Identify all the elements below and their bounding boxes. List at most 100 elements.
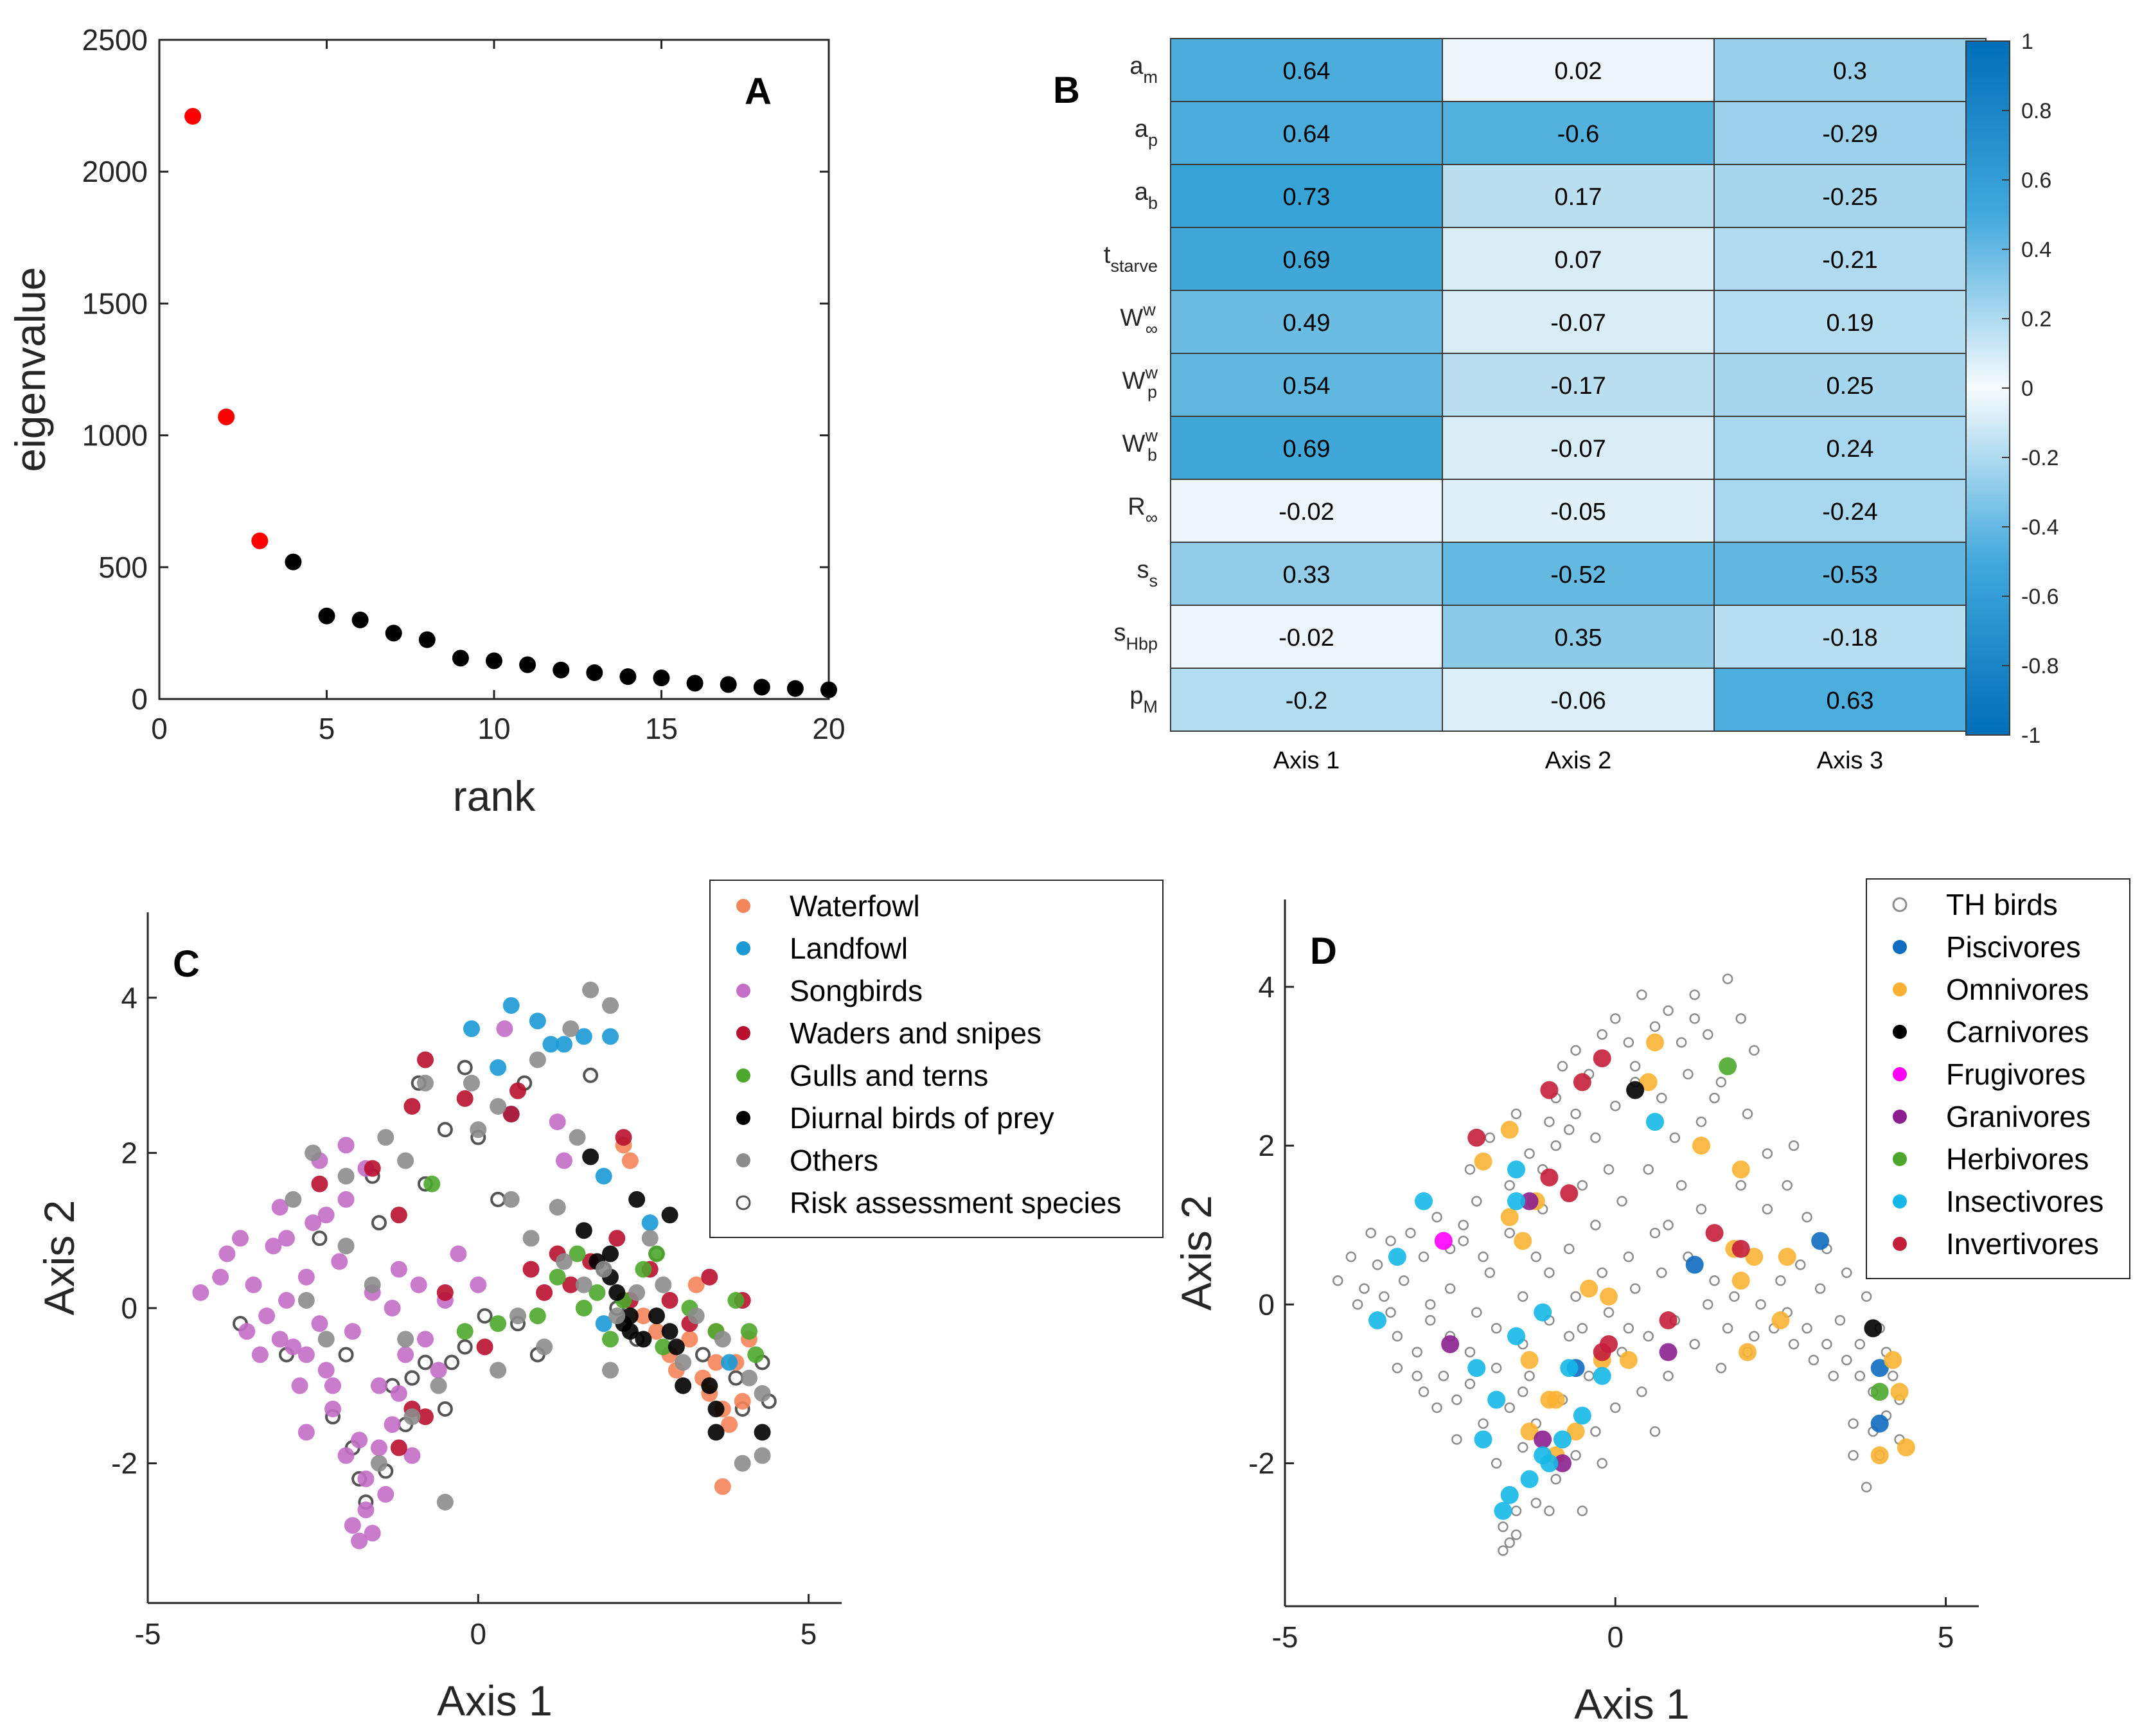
- data-point: [1639, 1073, 1658, 1092]
- data-point-open: [1557, 1061, 1568, 1072]
- data-point: [1566, 1422, 1585, 1441]
- data-point: [582, 1148, 599, 1165]
- x-tick-label: 5: [801, 1617, 817, 1651]
- data-point-open: [1623, 1251, 1634, 1262]
- data-point: [1745, 1248, 1764, 1266]
- data-point-open: [1405, 1227, 1416, 1239]
- data-point: [324, 1377, 341, 1394]
- data-point: [1593, 1367, 1611, 1385]
- data-point: [390, 1439, 407, 1457]
- data-point: [1626, 1081, 1645, 1099]
- data-point-open: [1498, 1545, 1509, 1556]
- data-point: [502, 996, 520, 1014]
- data-point: [675, 1354, 692, 1371]
- data-point-open: [1478, 1251, 1489, 1262]
- cell-value: -0.29: [1822, 121, 1878, 148]
- data-point-open: [1352, 1299, 1363, 1310]
- heatmap-cell: [1442, 290, 1715, 354]
- y-axis-label: Axis 2: [1173, 1195, 1220, 1311]
- data-point-open: [1365, 1227, 1376, 1239]
- data-point-open: [1425, 1299, 1436, 1310]
- data-point-open: [1722, 973, 1733, 984]
- y-tick-label: 0: [121, 1291, 137, 1325]
- x-tick-label: 15: [645, 712, 678, 745]
- data-point-open: [1504, 1227, 1515, 1239]
- data-point: [575, 1300, 592, 1317]
- data-point: [641, 1214, 659, 1232]
- data-point: [1534, 1303, 1552, 1322]
- data-point: [317, 1331, 335, 1348]
- data-point: [317, 1207, 335, 1224]
- data-point: [1500, 1208, 1519, 1227]
- heatmap-cell: [1170, 668, 1443, 732]
- data-point: [1870, 1446, 1889, 1465]
- data-point: [1520, 1192, 1539, 1210]
- data-point: [661, 1207, 678, 1224]
- data-point: [502, 1191, 520, 1208]
- data-point: [377, 1485, 394, 1503]
- data-point-open: [1722, 1323, 1733, 1334]
- eigenvalue-point: [753, 678, 770, 696]
- data-point-open: [1788, 1338, 1800, 1350]
- data-point: [1864, 1319, 1882, 1338]
- heatmap-cell: [1713, 542, 1987, 606]
- data-point-open: [1564, 1124, 1575, 1135]
- data-point-open: [1458, 1219, 1469, 1230]
- data-point: [337, 1447, 355, 1464]
- data-point-open: [1861, 1482, 1872, 1492]
- row-label: Ww ∞: [1120, 300, 1158, 339]
- data-point: [1494, 1501, 1512, 1520]
- data-point-open: [1577, 1505, 1588, 1516]
- data-point: [536, 1338, 553, 1356]
- data-point: [337, 1137, 355, 1154]
- data-point: [1778, 1248, 1796, 1266]
- data-point: [1593, 1049, 1611, 1068]
- eigenvalue-point: [586, 664, 603, 681]
- data-point: [1685, 1255, 1704, 1274]
- data-point: [436, 1493, 454, 1510]
- data-point: [212, 1268, 229, 1286]
- row-label: sHbp: [1113, 619, 1158, 653]
- data-point-open: [1530, 1498, 1542, 1509]
- colorbar-tick-label: 0.6: [2021, 168, 2051, 193]
- data-point: [291, 1377, 308, 1394]
- data-point-open: [1861, 1291, 1872, 1302]
- y-tick-label: 1000: [82, 419, 148, 452]
- y-tick-label: 4: [1258, 970, 1275, 1004]
- data-point: [575, 1276, 592, 1293]
- x-tick-label: -5: [1272, 1620, 1298, 1654]
- data-point: [687, 1276, 705, 1293]
- data-point: [1534, 1446, 1552, 1465]
- data-point-open: [437, 1122, 453, 1138]
- column-label: Axis 1: [1273, 747, 1340, 774]
- legend-label: Omnivores: [1946, 973, 2089, 1006]
- x-axis-label: Axis 1: [1574, 1680, 1690, 1728]
- data-point: [509, 1307, 526, 1325]
- cell-value: -0.06: [1550, 687, 1606, 714]
- data-point-open: [1431, 1402, 1442, 1413]
- cell-value: 0.3: [1833, 58, 1867, 85]
- data-point: [271, 1331, 288, 1348]
- cell-value: 0.24: [1827, 436, 1874, 463]
- data-point-open: [444, 1354, 460, 1370]
- legend-label: Piscivores: [1946, 930, 2081, 964]
- data-point: [1897, 1438, 1915, 1457]
- data-point-open: [1412, 1347, 1422, 1358]
- colorbar-tick-label: 0: [2021, 376, 2033, 401]
- data-point-open: [1458, 1236, 1469, 1246]
- data-point-open: [583, 1067, 599, 1083]
- data-point: [687, 1307, 705, 1325]
- data-point-open: [1834, 1315, 1846, 1326]
- data-point: [463, 1020, 480, 1038]
- legend-marker: [736, 1111, 750, 1125]
- data-point-open: [1484, 1267, 1496, 1279]
- data-point: [245, 1276, 262, 1293]
- data-point: [1646, 1113, 1664, 1131]
- data-point-open: [1564, 1331, 1575, 1342]
- data-point-open: [1715, 1362, 1727, 1374]
- data-point-open: [1590, 1132, 1601, 1144]
- data-point: [403, 1408, 421, 1426]
- data-point-open: [1749, 1331, 1760, 1342]
- data-point: [1811, 1232, 1830, 1250]
- data-point: [377, 1129, 394, 1146]
